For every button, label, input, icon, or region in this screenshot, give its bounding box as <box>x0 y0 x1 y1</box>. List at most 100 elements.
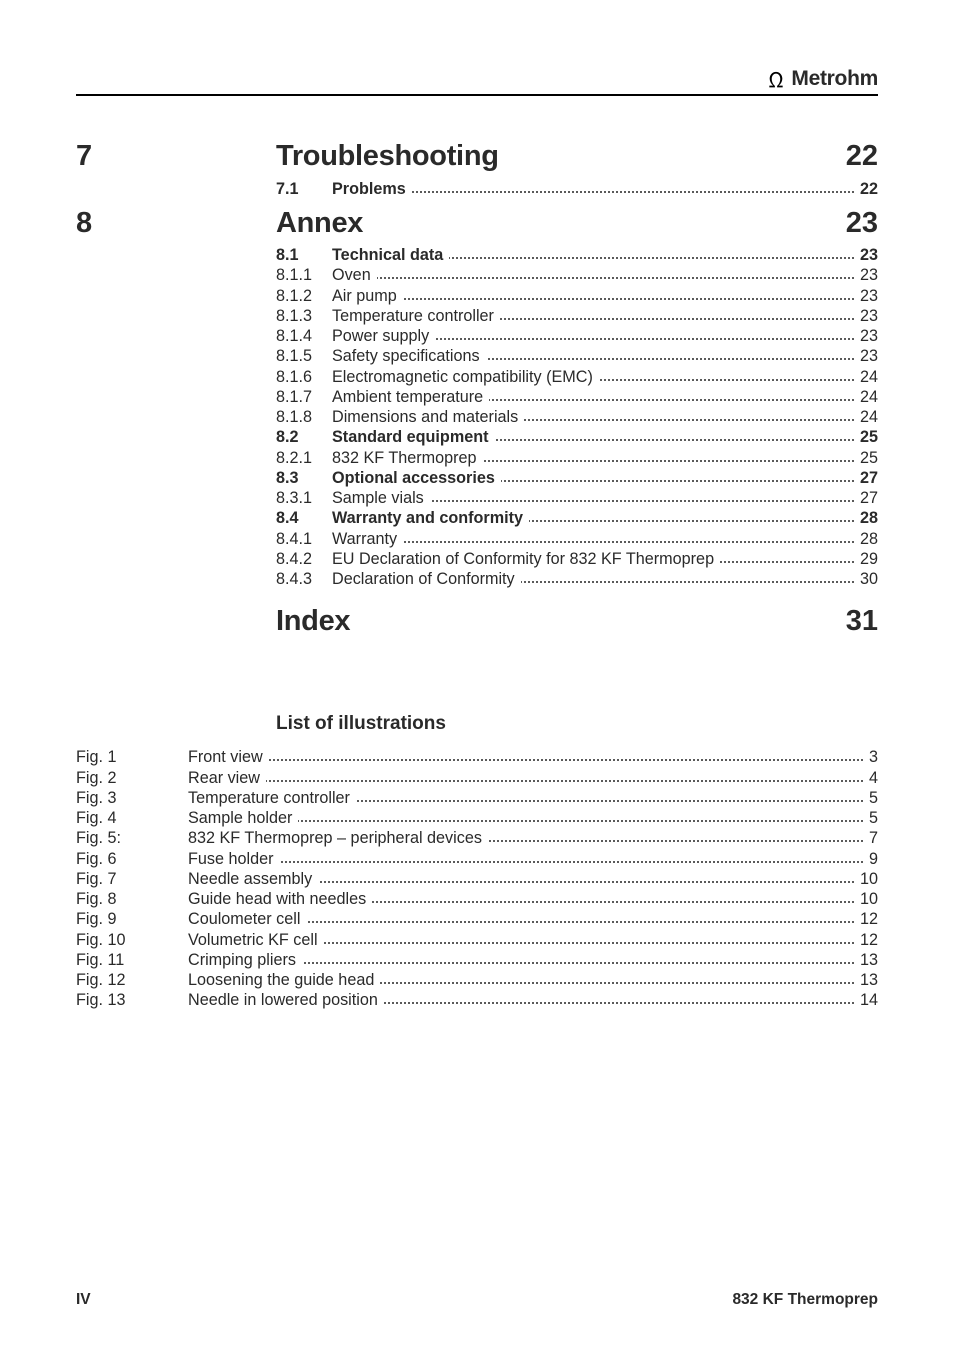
toc-page: 14 <box>854 990 878 1010</box>
toc-page: 28 <box>854 508 878 528</box>
toc-page: 27 <box>854 488 878 508</box>
toc-row: Fig. 5: 832 KF Thermoprep – peripheral d… <box>76 828 878 848</box>
toc-number: Fig. 7 <box>76 869 188 889</box>
toc-number: Fig. 11 <box>76 950 188 970</box>
toc-page: 10 <box>854 869 878 889</box>
toc-page: 29 <box>854 549 878 569</box>
toc-title: Dimensions and materials <box>332 407 854 427</box>
toc-title: Coulometer cell <box>188 909 854 929</box>
toc-title: Rear view <box>188 768 863 788</box>
toc-row: Fig. 2 Rear view 4 <box>76 768 878 788</box>
page: Metrohm 7 Troubleshooting 22 7.1 Problem… <box>0 0 954 1351</box>
chapter-title: Annex <box>276 205 363 241</box>
toc-page: 24 <box>854 407 878 427</box>
index: Index 31 <box>76 603 878 639</box>
toc-title: Volumetric KF cell <box>188 930 854 950</box>
toc-page: 5 <box>863 788 878 808</box>
chapter-page: 23 <box>846 205 878 241</box>
chapter-title: Troubleshooting <box>276 138 499 174</box>
toc-title: Power supply <box>332 326 854 346</box>
toc-title: Standard equipment <box>332 427 854 447</box>
toc-number: Fig. 8 <box>76 889 188 909</box>
toc-row: 8.4.3 Declaration of Conformity 30 <box>276 569 878 589</box>
index-title: Index <box>276 603 350 639</box>
toc-page: 23 <box>854 265 878 285</box>
toc-number: 8.1.1 <box>276 265 332 285</box>
toc-row: Fig. 1 Front view 3 <box>76 747 878 767</box>
toc-title: Ambient temperature <box>332 387 854 407</box>
toc-row: 8.3.1 Sample vials 27 <box>276 488 878 508</box>
toc-number: 8.1.3 <box>276 306 332 326</box>
toc-title: Needle assembly <box>188 869 854 889</box>
toc-row: 8.1.8 Dimensions and materials 24 <box>276 407 878 427</box>
toc-row: 8.2.1 832 KF Thermoprep 25 <box>276 448 878 468</box>
toc-page: 22 <box>854 179 878 199</box>
toc-page: 30 <box>854 569 878 589</box>
toc-page: 12 <box>854 930 878 950</box>
toc-row: 8.2 Standard equipment 25 <box>276 427 878 447</box>
toc-page: 23 <box>854 306 878 326</box>
toc-row: Fig. 10 Volumetric KF cell 12 <box>76 930 878 950</box>
toc-number: 8.1 <box>276 245 332 265</box>
toc-number: 8.2.1 <box>276 448 332 468</box>
toc-number: 8.1.8 <box>276 407 332 427</box>
toc-number: Fig. 2 <box>76 768 188 788</box>
toc-title: Air pump <box>332 286 854 306</box>
toc-number: 8.1.5 <box>276 346 332 366</box>
toc-title: Needle in lowered position <box>188 990 854 1010</box>
toc-row: 7.1 Problems 22 <box>276 179 878 199</box>
toc-title: Safety specifications <box>332 346 854 366</box>
toc-number: 8.4 <box>276 508 332 528</box>
chapter: 8 Annex 23 8.1 Technical data 23 8.1.1 O… <box>76 205 878 590</box>
toc-row: 8.4.1 Warranty 28 <box>276 529 878 549</box>
toc-number: 8.2 <box>276 427 332 447</box>
toc-row: 8.1 Technical data 23 <box>276 245 878 265</box>
toc-page: 13 <box>854 950 878 970</box>
brand-text: Metrohm <box>791 66 878 92</box>
toc-title: Oven <box>332 265 854 285</box>
chapter-number: 7 <box>76 138 276 174</box>
toc-title: Sample vials <box>332 488 854 508</box>
toc-title: Front view <box>188 747 863 767</box>
toc-row: Fig. 4 Sample holder 5 <box>76 808 878 828</box>
footer-right: 832 KF Thermoprep <box>732 1290 878 1309</box>
toc-title: Temperature controller <box>188 788 863 808</box>
footer: IV 832 KF Thermoprep <box>76 1290 878 1309</box>
toc-number: 7.1 <box>276 179 332 199</box>
toc-title: Guide head with needles <box>188 889 854 909</box>
toc-title: Fuse holder <box>188 849 863 869</box>
toc-page: 23 <box>854 286 878 306</box>
toc-page: 23 <box>854 245 878 265</box>
toc-number: 8.1.7 <box>276 387 332 407</box>
toc-number: Fig. 5: <box>76 828 188 848</box>
toc-page: 27 <box>854 468 878 488</box>
toc-row: 8.3 Optional accessories 27 <box>276 468 878 488</box>
toc-number: 8.3.1 <box>276 488 332 508</box>
toc-number: Fig. 10 <box>76 930 188 950</box>
toc-title: Technical data <box>332 245 854 265</box>
toc-row: Fig. 11 Crimping pliers 13 <box>76 950 878 970</box>
toc-page: 25 <box>854 448 878 468</box>
chapter: 7 Troubleshooting 22 7.1 Problems 22 <box>76 138 878 199</box>
toc-page: 23 <box>854 326 878 346</box>
toc-number: 8.4.3 <box>276 569 332 589</box>
toc-number: Fig. 9 <box>76 909 188 929</box>
toc-row: 8.4 Warranty and conformity 28 <box>276 508 878 528</box>
toc-title: 832 KF Thermoprep – peripheral devices <box>188 828 863 848</box>
toc-page: 23 <box>854 346 878 366</box>
toc-title: Loosening the guide head <box>188 970 854 990</box>
toc-number: Fig. 1 <box>76 747 188 767</box>
toc-page: 9 <box>863 849 878 869</box>
toc-number: Fig. 12 <box>76 970 188 990</box>
toc-row: 8.4.2 EU Declaration of Conformity for 8… <box>276 549 878 569</box>
toc-row: 8.1.5 Safety specifications 23 <box>276 346 878 366</box>
toc-number: 8.1.2 <box>276 286 332 306</box>
toc-page: 10 <box>854 889 878 909</box>
toc-row: 8.1.2 Air pump 23 <box>276 286 878 306</box>
toc-row: Fig. 3 Temperature controller 5 <box>76 788 878 808</box>
toc-page: 3 <box>863 747 878 767</box>
toc-number: 8.4.1 <box>276 529 332 549</box>
toc-title: Electromagnetic compatibility (EMC) <box>332 367 854 387</box>
toc-number: 8.1.4 <box>276 326 332 346</box>
toc-title: Sample holder <box>188 808 863 828</box>
